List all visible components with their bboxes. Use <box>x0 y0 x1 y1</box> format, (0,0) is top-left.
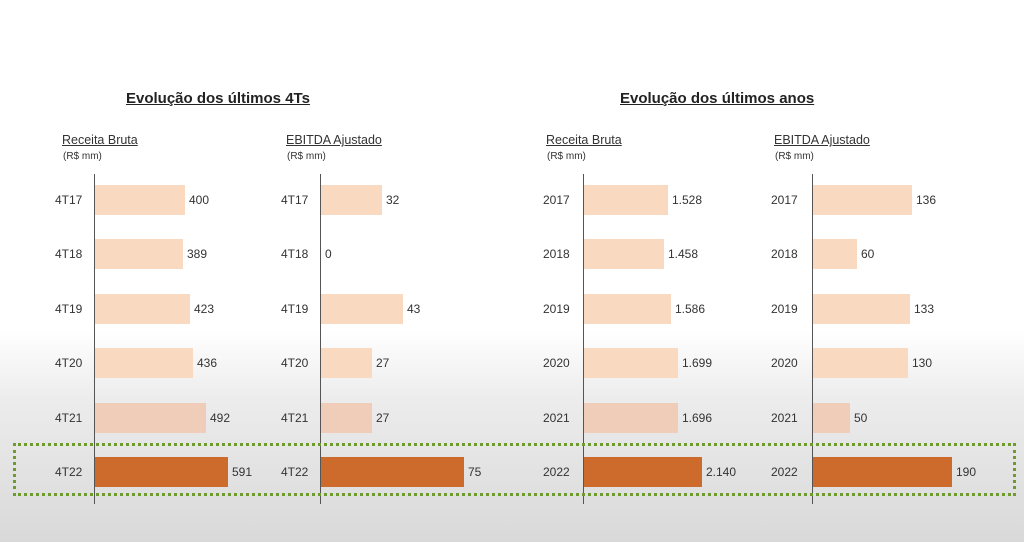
bar-chart-3: Receita Bruta (R$ mm) 2017 1.528 2018 1.458 20… <box>543 130 771 504</box>
category-label: 2019 <box>771 302 798 316</box>
bar <box>321 457 464 487</box>
chart-unit-label: (R$ mm) <box>775 151 814 162</box>
data-label: 0 <box>325 247 332 261</box>
category-label: 4T17 <box>55 193 83 207</box>
bar <box>584 294 671 324</box>
category-label: 2022 <box>771 465 798 479</box>
data-label: 60 <box>861 247 875 261</box>
latest-period-highlight-box <box>13 443 1016 496</box>
category-label: 4T22 <box>55 465 83 479</box>
chart-unit-label: (R$ mm) <box>547 151 586 162</box>
bar <box>321 403 372 433</box>
bar-chart-2: EBITDA Ajustado (R$ mm) 4T17 32 4T18 0 4T19 43 4… <box>281 130 533 504</box>
category-label: 2017 <box>771 193 798 207</box>
bar <box>584 185 668 215</box>
section-title-quarters: Evolução dos últimos 4Ts <box>126 90 310 107</box>
chart-title: EBITDA Ajustado <box>774 133 870 147</box>
data-label: 50 <box>854 411 868 425</box>
bar <box>95 239 183 269</box>
bar <box>813 239 857 269</box>
category-label: 2020 <box>543 356 570 370</box>
data-label: 43 <box>407 302 421 316</box>
chart-axis-line <box>320 174 321 504</box>
category-label: 4T20 <box>281 356 309 370</box>
category-label: 2018 <box>543 247 570 261</box>
bar <box>95 348 193 378</box>
category-label: 4T22 <box>281 465 309 479</box>
category-label: 4T19 <box>281 302 309 316</box>
data-label: 2.140 <box>706 465 737 479</box>
category-label: 2022 <box>543 465 570 479</box>
bar <box>584 239 664 269</box>
data-label: 1.696 <box>682 411 713 425</box>
bar-chart-4: EBITDA Ajustado (R$ mm) 2017 136 2018 60 2019 1… <box>771 130 1021 504</box>
chart-title: EBITDA Ajustado <box>286 133 382 147</box>
category-label: 4T19 <box>55 302 83 316</box>
data-label: 75 <box>468 465 482 479</box>
bar <box>813 185 912 215</box>
category-label: 4T21 <box>281 411 309 425</box>
data-label: 492 <box>210 411 231 425</box>
bar <box>95 185 185 215</box>
category-label: 2020 <box>771 356 798 370</box>
data-label: 436 <box>197 356 218 370</box>
data-label: 130 <box>912 356 933 370</box>
category-label: 4T21 <box>55 411 83 425</box>
category-label: 4T18 <box>281 247 309 261</box>
bar <box>321 185 382 215</box>
data-label: 389 <box>187 247 208 261</box>
data-label: 27 <box>376 356 390 370</box>
bar <box>813 457 952 487</box>
category-label: 4T20 <box>55 356 83 370</box>
category-label: 2021 <box>543 411 570 425</box>
bar <box>584 403 678 433</box>
bar <box>813 348 908 378</box>
category-label: 2017 <box>543 193 570 207</box>
section-title-years: Evolução dos últimos anos <box>620 90 815 107</box>
data-label: 133 <box>914 302 935 316</box>
category-label: 2021 <box>771 411 798 425</box>
bar <box>321 348 372 378</box>
bar <box>321 294 403 324</box>
data-label: 1.528 <box>672 193 703 207</box>
data-label: 1.586 <box>675 302 706 316</box>
chart-axis-line <box>812 174 813 504</box>
category-label: 4T17 <box>281 193 309 207</box>
bar <box>95 294 190 324</box>
chart-unit-label: (R$ mm) <box>287 151 326 162</box>
bar-chart-1: Receita Bruta (R$ mm) 4T17 400 4T18 389 4T19 42… <box>55 130 297 504</box>
chart-unit-label: (R$ mm) <box>63 151 102 162</box>
category-label: 2019 <box>543 302 570 316</box>
bar <box>584 348 678 378</box>
data-label: 190 <box>956 465 977 479</box>
bar <box>813 294 910 324</box>
data-label: 423 <box>194 302 215 316</box>
chart-axis-line <box>94 174 95 504</box>
data-label: 1.458 <box>668 247 699 261</box>
data-label: 136 <box>916 193 937 207</box>
chart-title: Receita Bruta <box>546 133 622 147</box>
bar <box>95 457 228 487</box>
bar <box>813 403 850 433</box>
data-label: 32 <box>386 193 400 207</box>
data-label: 27 <box>376 411 390 425</box>
category-label: 2018 <box>771 247 798 261</box>
data-label: 591 <box>232 465 253 479</box>
data-label: 1.699 <box>682 356 713 370</box>
data-label: 400 <box>189 193 210 207</box>
bar <box>584 457 702 487</box>
chart-axis-line <box>583 174 584 504</box>
chart-title: Receita Bruta <box>62 133 138 147</box>
bar <box>95 403 206 433</box>
category-label: 4T18 <box>55 247 83 261</box>
